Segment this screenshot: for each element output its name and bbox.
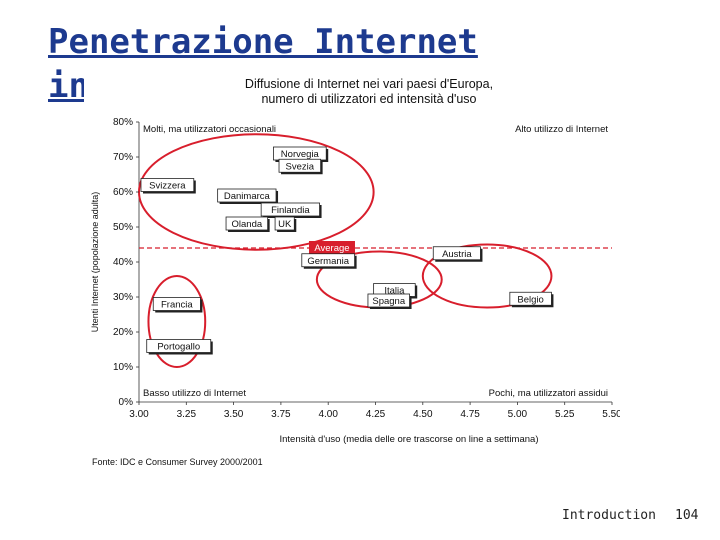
average-badge	[308, 241, 355, 254]
point-austria: Austria	[432, 246, 483, 262]
y-tick-label: 30%	[113, 292, 133, 303]
point-francia: Francia	[152, 297, 203, 313]
y-axis-label: Utenti Internet (popolazione adulta)	[90, 192, 100, 333]
x-tick-label: 4.50	[413, 409, 433, 420]
point-germania: Germania	[301, 253, 357, 269]
x-tick-label: 5.25	[555, 409, 575, 420]
point-danimarca: Danimarca	[217, 188, 279, 204]
point-label: Francia	[161, 300, 193, 311]
point-label: Svezia	[286, 161, 315, 172]
quadrant-label-bottom-right: Pochi, ma utilizzatori assidui	[489, 388, 608, 399]
x-tick-label: 3.50	[224, 409, 244, 420]
point-label: Spagna	[372, 296, 405, 307]
chart-panel: Diffusione di Internet nei vari paesi d'…	[84, 72, 620, 472]
point-label: Finlandia	[271, 205, 310, 216]
point-label: Italia	[384, 286, 405, 297]
point-box	[217, 188, 277, 203]
point-box	[260, 202, 320, 217]
x-tick-label: 5.00	[508, 409, 528, 420]
chart-title: Diffusione di Internet nei vari paesi d'…	[245, 77, 493, 91]
y-tick-label: 50%	[113, 222, 133, 233]
x-tick-label: 3.00	[129, 409, 149, 420]
y-tick-label: 20%	[113, 327, 133, 338]
point-finlandia: Finlandia	[260, 202, 322, 218]
point-svezia: Svezia	[278, 158, 323, 175]
x-axis-label: Intensità d'uso (media delle ore trascor…	[280, 434, 539, 445]
point-label: UK	[278, 219, 292, 230]
quadrant-label-bottom-left: Basso utilizzo di Internet	[143, 388, 246, 399]
cluster-right-ellipse	[421, 243, 553, 309]
point-label: Svizzera	[149, 181, 186, 192]
y-tick-label: 70%	[113, 152, 133, 163]
scatter-chart: Diffusione di Internet nei vari paesi d'…	[84, 72, 620, 472]
point-box	[146, 339, 212, 353]
point-belgio: Belgio	[509, 291, 554, 308]
footer-label: Introduction	[562, 508, 656, 523]
point-olanda: Olanda	[225, 216, 270, 232]
y-tick-label: 40%	[113, 257, 133, 268]
point-label: Portogallo	[157, 342, 200, 353]
x-tick-label: 4.00	[318, 409, 338, 420]
average-label: Average	[314, 243, 349, 254]
point-norvegia: Norvegia	[273, 146, 329, 162]
quadrant-label-top-right: Alto utilizzo di Internet	[515, 124, 608, 135]
point-uk: UK	[274, 216, 297, 232]
point-box	[278, 158, 322, 173]
x-tick-label: 3.25	[177, 409, 197, 420]
point-box	[225, 216, 269, 231]
x-tick-label: 3.75	[271, 409, 291, 420]
point-portogallo: Portogallo	[146, 339, 213, 355]
point-label: Olanda	[232, 219, 263, 230]
point-box	[274, 216, 295, 231]
cluster-low-ellipse	[147, 275, 207, 368]
point-box	[509, 291, 552, 306]
point-label: Norvegia	[281, 149, 320, 160]
point-spagna: Spagna	[367, 293, 412, 309]
y-tick-label: 60%	[113, 187, 133, 198]
quadrant-label-top-left: Molti, ma utilizzatori occasionali	[143, 124, 276, 135]
point-box	[140, 178, 195, 192]
y-tick-label: 10%	[113, 362, 133, 373]
point-box	[301, 253, 356, 268]
chart-source: Fonte: IDC e Consumer Survey 2000/2001	[92, 457, 263, 467]
point-box	[367, 293, 410, 308]
y-tick-label: 80%	[113, 117, 133, 128]
point-label: Belgio	[517, 294, 543, 305]
x-tick-label: 5.50	[602, 409, 620, 420]
chart-subtitle: numero di utilizzatori ed intensità d'us…	[261, 92, 476, 106]
point-box	[432, 246, 481, 261]
y-tick-label: 0%	[119, 397, 134, 408]
point-label: Austria	[442, 249, 472, 260]
point-label: Danimarca	[224, 191, 271, 202]
point-box	[152, 297, 201, 311]
page-number: 104	[675, 508, 699, 523]
x-tick-label: 4.25	[366, 409, 386, 420]
point-svizzera: Svizzera	[140, 178, 196, 194]
point-label: Germania	[307, 256, 349, 267]
point-italia: Italia	[373, 283, 418, 299]
x-tick-label: 4.75	[460, 409, 480, 420]
